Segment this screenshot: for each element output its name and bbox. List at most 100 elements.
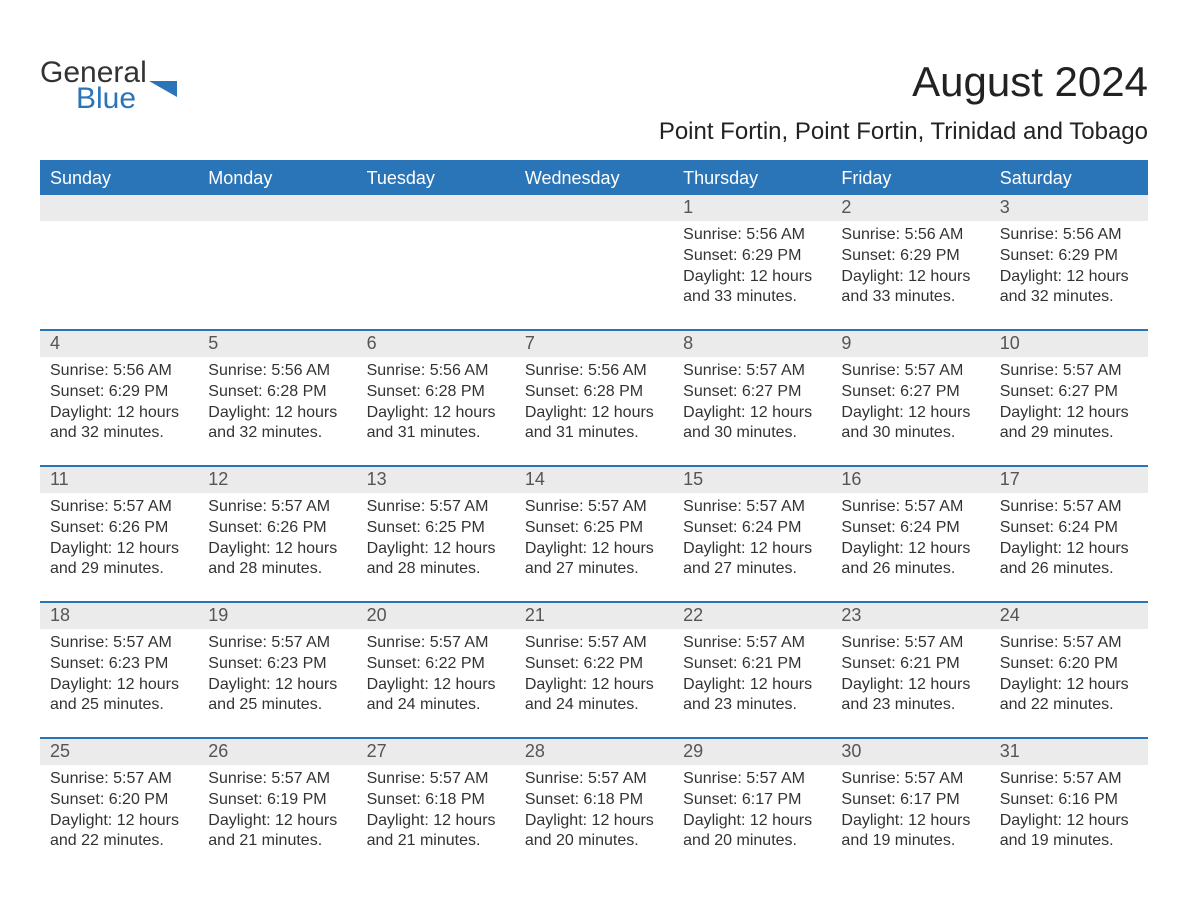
- daynum-cell: [515, 195, 673, 221]
- daylight-text: Daylight: 12 hours and 32 minutes.: [1000, 267, 1138, 309]
- daynum-row: 25262728293031: [40, 739, 1148, 765]
- sunrise-text: Sunrise: 5:57 AM: [525, 497, 663, 518]
- daylight-text: Daylight: 12 hours and 27 minutes.: [525, 539, 663, 581]
- week: 18192021222324Sunrise: 5:57 AMSunset: 6:…: [40, 601, 1148, 737]
- logo-text-wrap: General Blue: [40, 58, 147, 116]
- sunset-text: Sunset: 6:24 PM: [1000, 518, 1138, 539]
- sunrise-text: Sunrise: 5:56 AM: [50, 361, 188, 382]
- daynum-cell: [40, 195, 198, 221]
- body-row: Sunrise: 5:57 AMSunset: 6:26 PMDaylight:…: [40, 493, 1148, 601]
- sunrise-text: Sunrise: 5:57 AM: [841, 497, 979, 518]
- daylight-text: Daylight: 12 hours and 22 minutes.: [1000, 675, 1138, 717]
- day-cell: Sunrise: 5:56 AMSunset: 6:28 PMDaylight:…: [198, 357, 356, 465]
- body-row: Sunrise: 5:56 AMSunset: 6:29 PMDaylight:…: [40, 357, 1148, 465]
- daylight-text: Daylight: 12 hours and 25 minutes.: [208, 675, 346, 717]
- sunrise-text: Sunrise: 5:57 AM: [841, 769, 979, 790]
- day-cell: Sunrise: 5:57 AMSunset: 6:18 PMDaylight:…: [357, 765, 515, 873]
- dow-cell: Friday: [831, 162, 989, 195]
- day-cell: Sunrise: 5:56 AMSunset: 6:29 PMDaylight:…: [40, 357, 198, 465]
- sunset-text: Sunset: 6:17 PM: [841, 790, 979, 811]
- sunrise-text: Sunrise: 5:57 AM: [367, 497, 505, 518]
- sunset-text: Sunset: 6:28 PM: [525, 382, 663, 403]
- sunset-text: Sunset: 6:17 PM: [683, 790, 821, 811]
- daynum-cell: 22: [673, 603, 831, 629]
- day-cell: Sunrise: 5:57 AMSunset: 6:27 PMDaylight:…: [673, 357, 831, 465]
- daynum-cell: 12: [198, 467, 356, 493]
- daylight-text: Daylight: 12 hours and 30 minutes.: [841, 403, 979, 445]
- week: 123Sunrise: 5:56 AMSunset: 6:29 PMDaylig…: [40, 195, 1148, 329]
- sunset-text: Sunset: 6:23 PM: [208, 654, 346, 675]
- sunrise-text: Sunrise: 5:57 AM: [683, 361, 821, 382]
- sunrise-text: Sunrise: 5:56 AM: [841, 225, 979, 246]
- logo: General Blue: [40, 58, 177, 116]
- daylight-text: Daylight: 12 hours and 23 minutes.: [841, 675, 979, 717]
- daynum-cell: 4: [40, 331, 198, 357]
- day-cell: Sunrise: 5:56 AMSunset: 6:28 PMDaylight:…: [357, 357, 515, 465]
- day-cell: Sunrise: 5:56 AMSunset: 6:28 PMDaylight:…: [515, 357, 673, 465]
- sunset-text: Sunset: 6:26 PM: [208, 518, 346, 539]
- dow-cell: Saturday: [990, 162, 1148, 195]
- daylight-text: Daylight: 12 hours and 20 minutes.: [683, 811, 821, 853]
- daylight-text: Daylight: 12 hours and 24 minutes.: [525, 675, 663, 717]
- sunset-text: Sunset: 6:19 PM: [208, 790, 346, 811]
- daynum-cell: 3: [990, 195, 1148, 221]
- daynum-cell: 6: [357, 331, 515, 357]
- sunrise-text: Sunrise: 5:57 AM: [208, 633, 346, 654]
- daylight-text: Daylight: 12 hours and 29 minutes.: [50, 539, 188, 581]
- week: 45678910Sunrise: 5:56 AMSunset: 6:29 PMD…: [40, 329, 1148, 465]
- daynum-cell: 26: [198, 739, 356, 765]
- daylight-text: Daylight: 12 hours and 32 minutes.: [208, 403, 346, 445]
- day-cell: Sunrise: 5:57 AMSunset: 6:25 PMDaylight:…: [357, 493, 515, 601]
- day-cell: Sunrise: 5:57 AMSunset: 6:16 PMDaylight:…: [990, 765, 1148, 873]
- sunset-text: Sunset: 6:25 PM: [367, 518, 505, 539]
- daylight-text: Daylight: 12 hours and 30 minutes.: [683, 403, 821, 445]
- daylight-text: Daylight: 12 hours and 31 minutes.: [525, 403, 663, 445]
- daylight-text: Daylight: 12 hours and 31 minutes.: [367, 403, 505, 445]
- sunrise-text: Sunrise: 5:57 AM: [50, 497, 188, 518]
- sunset-text: Sunset: 6:27 PM: [1000, 382, 1138, 403]
- sunset-text: Sunset: 6:25 PM: [525, 518, 663, 539]
- daynum-cell: 9: [831, 331, 989, 357]
- title-block: August 2024 Point Fortin, Point Fortin, …: [659, 20, 1148, 146]
- sunset-text: Sunset: 6:16 PM: [1000, 790, 1138, 811]
- daynum-cell: 10: [990, 331, 1148, 357]
- daynum-cell: 28: [515, 739, 673, 765]
- sunrise-text: Sunrise: 5:57 AM: [525, 769, 663, 790]
- sunset-text: Sunset: 6:22 PM: [525, 654, 663, 675]
- daynum-cell: 27: [357, 739, 515, 765]
- day-cell: Sunrise: 5:57 AMSunset: 6:24 PMDaylight:…: [673, 493, 831, 601]
- daylight-text: Daylight: 12 hours and 19 minutes.: [1000, 811, 1138, 853]
- daylight-text: Daylight: 12 hours and 33 minutes.: [683, 267, 821, 309]
- day-cell: [515, 221, 673, 329]
- daynum-cell: 17: [990, 467, 1148, 493]
- sunrise-text: Sunrise: 5:56 AM: [683, 225, 821, 246]
- sunrise-text: Sunrise: 5:56 AM: [208, 361, 346, 382]
- body-row: Sunrise: 5:57 AMSunset: 6:23 PMDaylight:…: [40, 629, 1148, 737]
- day-cell: Sunrise: 5:57 AMSunset: 6:25 PMDaylight:…: [515, 493, 673, 601]
- day-cell: Sunrise: 5:57 AMSunset: 6:24 PMDaylight:…: [990, 493, 1148, 601]
- sunrise-text: Sunrise: 5:56 AM: [367, 361, 505, 382]
- daylight-text: Daylight: 12 hours and 27 minutes.: [683, 539, 821, 581]
- sunrise-text: Sunrise: 5:57 AM: [208, 497, 346, 518]
- daynum-cell: 29: [673, 739, 831, 765]
- dow-cell: Thursday: [673, 162, 831, 195]
- day-cell: Sunrise: 5:57 AMSunset: 6:17 PMDaylight:…: [673, 765, 831, 873]
- daynum-cell: 30: [831, 739, 989, 765]
- header: General Blue August 2024 Point Fortin, P…: [40, 20, 1148, 146]
- daynum-cell: 7: [515, 331, 673, 357]
- sunrise-text: Sunrise: 5:57 AM: [208, 769, 346, 790]
- daynum-cell: 20: [357, 603, 515, 629]
- sunrise-text: Sunrise: 5:57 AM: [1000, 497, 1138, 518]
- day-cell: Sunrise: 5:57 AMSunset: 6:20 PMDaylight:…: [40, 765, 198, 873]
- sunset-text: Sunset: 6:24 PM: [683, 518, 821, 539]
- daynum-cell: [198, 195, 356, 221]
- sunrise-text: Sunrise: 5:57 AM: [1000, 633, 1138, 654]
- daynum-row: 11121314151617: [40, 467, 1148, 493]
- sunrise-text: Sunrise: 5:57 AM: [841, 633, 979, 654]
- day-cell: Sunrise: 5:57 AMSunset: 6:27 PMDaylight:…: [831, 357, 989, 465]
- day-cell: Sunrise: 5:57 AMSunset: 6:23 PMDaylight:…: [198, 629, 356, 737]
- dow-row: SundayMondayTuesdayWednesdayThursdayFrid…: [40, 162, 1148, 195]
- daynum-row: 45678910: [40, 331, 1148, 357]
- day-cell: Sunrise: 5:56 AMSunset: 6:29 PMDaylight:…: [831, 221, 989, 329]
- sunset-text: Sunset: 6:28 PM: [208, 382, 346, 403]
